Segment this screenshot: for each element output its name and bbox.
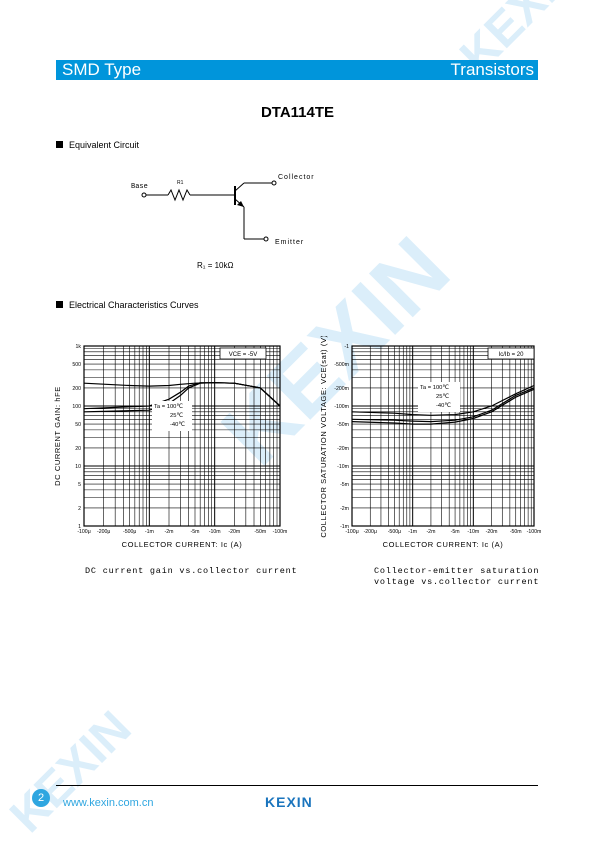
x-tick-label: -5m: [191, 529, 200, 535]
x-tick-label: -100μ: [77, 529, 90, 535]
series-label-bg: [152, 401, 192, 431]
y-tick-label: 200: [72, 386, 81, 392]
condition-label: VCE = -5V: [229, 352, 258, 358]
y-tick-label: -1: [344, 344, 349, 350]
series-label: 25℃: [436, 394, 449, 400]
series-label: Ta = 100℃: [420, 385, 449, 391]
y-tick-label: 1k: [76, 344, 82, 350]
section-equivalent-label: Equivalent Circuit: [69, 140, 140, 150]
y-tick-label: 1: [78, 524, 81, 530]
caption-chart2-line2: voltage vs.collector current: [374, 577, 540, 587]
section-curves: Electrical Characteristics Curves: [56, 300, 199, 310]
y-tick-label: -20m: [337, 446, 349, 452]
bullet-square-icon: [56, 301, 63, 308]
y-tick-label: -2m: [340, 506, 349, 512]
bullet-square-icon: [56, 141, 63, 148]
circuit-resistance-value: R₁ = 10kΩ: [197, 261, 233, 270]
page-number: 2: [32, 789, 50, 807]
y-axis-label: DC CURRENT GAIN: hFE: [53, 386, 62, 486]
series-label: 25℃: [170, 413, 183, 419]
y-tick-label: 500: [72, 362, 81, 368]
plot-frame: [83, 345, 281, 527]
x-tick-label: -10m: [209, 529, 221, 535]
series-line: [351, 387, 535, 423]
y-tick-label: 20: [75, 446, 81, 452]
x-tick-label: -50m: [254, 529, 266, 535]
x-tick-label: -50m: [510, 529, 522, 535]
x-tick-label: -10m: [467, 529, 479, 535]
x-tick-label: -1m: [145, 529, 154, 535]
chart-dc-current-gain: -100μ -200μ -500μ -1m -2m -5m -10m -20m -50m -100…: [53, 344, 288, 549]
x-tick-label: -500μ: [123, 529, 136, 535]
footer-rule: [56, 785, 538, 786]
y-tick-label: -10m: [337, 464, 349, 470]
section-curves-label: Electrical Characteristics Curves: [69, 300, 199, 310]
series-label: -40℃: [170, 422, 185, 428]
y-tick-label: -1m: [340, 524, 349, 530]
circuit-r1-label: R1: [177, 180, 184, 186]
equivalent-circuit: Base R1 Collector Emitter R₁ = 10kΩ: [131, 174, 315, 270]
x-tick-label: -5m: [451, 529, 460, 535]
x-tick-label: -2m: [426, 529, 435, 535]
condition-box: [487, 347, 535, 360]
footer-logo: KEXIN: [265, 794, 313, 810]
y-tick-label: -50m: [337, 422, 349, 428]
y-tick-label: 2: [78, 506, 81, 512]
header-bar: SMD Type Transistors: [56, 60, 538, 80]
chart-saturation-voltage: -100μ -200μ -500μ -1m -2m -5m -10m -20m -50m -100…: [319, 336, 542, 549]
condition-label: Ic/Ib = 20: [499, 352, 525, 358]
y-tick-label: -200m: [334, 386, 349, 392]
series-label: -40℃: [436, 403, 451, 409]
caption-chart1: DC current gain vs.collector current: [85, 566, 298, 576]
y-axis-label: COLLECTOR SATURATION VOLTAGE: VCE(sat) (…: [319, 336, 328, 538]
header-right: Transistors: [450, 60, 534, 79]
section-equivalent: Equivalent Circuit: [56, 140, 139, 150]
x-axis-label: COLLECTOR CURRENT: Ic (A): [383, 540, 504, 549]
series-line: [351, 388, 535, 425]
x-tick-label: -200μ: [364, 529, 377, 535]
y-tick-label: 10: [75, 464, 81, 470]
y-tick-label: 100: [72, 404, 81, 410]
x-tick-label: -200μ: [97, 529, 110, 535]
series-label-bg: [418, 382, 460, 412]
series-line: [351, 384, 535, 416]
circuit-emitter-label: Emitter: [275, 239, 304, 246]
x-tick-label: -500μ: [388, 529, 401, 535]
y-tick-label: 5: [78, 482, 81, 488]
footer-url[interactable]: www.kexin.com.cn: [63, 797, 154, 809]
x-tick-label: -100m: [273, 529, 288, 535]
x-tick-label: -1m: [408, 529, 417, 535]
x-axis-label: COLLECTOR CURRENT: Ic (A): [122, 540, 243, 549]
y-tick-label: 50: [75, 422, 81, 428]
series-label: Ta = 100℃: [154, 404, 183, 410]
circuit-base-label: Base: [131, 183, 148, 191]
caption-chart2-line1: Collector-emitter saturation: [374, 566, 540, 576]
circuit-collector-label: Collector: [278, 174, 315, 181]
y-tick-label: -5m: [340, 482, 349, 488]
y-tick-label: -100m: [334, 404, 349, 410]
header-left: SMD Type: [62, 60, 142, 79]
page-title: DTA114TE: [260, 104, 335, 121]
x-tick-label: -100m: [527, 529, 542, 535]
x-tick-label: -20m: [228, 529, 240, 535]
x-tick-label: -2m: [165, 529, 174, 535]
y-tick-label: -500m: [334, 362, 349, 368]
x-tick-label: -100μ: [345, 529, 358, 535]
x-tick-label: -20m: [486, 529, 498, 535]
condition-box: [219, 347, 267, 360]
plot-frame: [351, 345, 535, 527]
watermark-text-bottom: KEXIN: [0, 702, 141, 842]
